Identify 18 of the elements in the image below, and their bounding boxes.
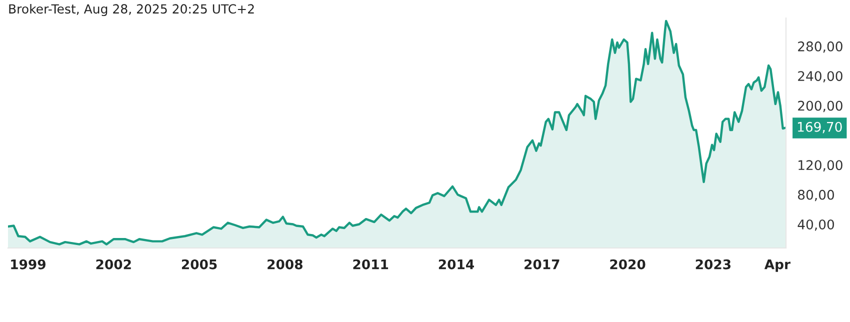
x-tick-label: Apr xyxy=(764,260,790,272)
x-tick-label: 1999 xyxy=(11,259,46,270)
y-tick-label: 200,00 xyxy=(798,100,842,112)
x-tick-label: 2023 xyxy=(696,259,731,270)
y-tick-label: 40,00 xyxy=(798,219,834,231)
y-tick-label: 80,00 xyxy=(798,190,834,202)
x-tick-label: 2017 xyxy=(524,259,560,270)
x-tick-label: 2020 xyxy=(610,259,646,270)
x-tick-label: 2008 xyxy=(268,259,302,270)
y-tick-label: 120,00 xyxy=(798,160,842,172)
y-tick-label: 240,00 xyxy=(798,71,842,82)
x-tick-label: 2002 xyxy=(96,259,131,270)
annotation: 169,70 xyxy=(798,122,842,134)
y-tick-label: 280,00 xyxy=(798,41,842,53)
chart-title: Broker-Test, Aug 28, 2025 20:25 UTC+2 xyxy=(9,4,254,16)
x-tick-label: 2014 xyxy=(438,259,474,270)
x-tick-label: 2011 xyxy=(353,259,388,270)
x-tick-label: 2005 xyxy=(182,259,217,270)
